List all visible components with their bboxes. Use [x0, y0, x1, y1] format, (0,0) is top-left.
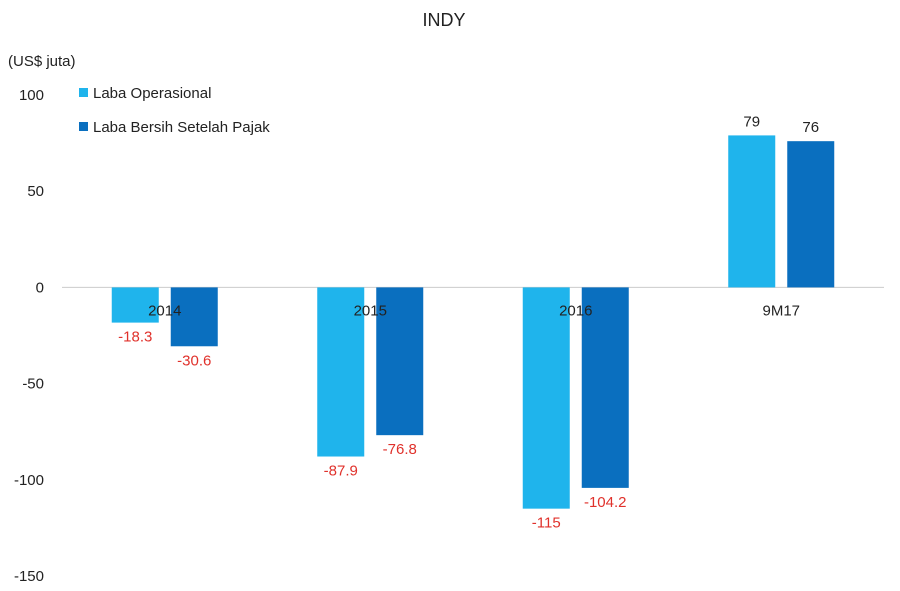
- bar-2015-series-1: [376, 287, 424, 436]
- y-unit-label: (US$ juta): [8, 53, 76, 70]
- bar-2015-series-0: [317, 287, 365, 457]
- bar-2014-series-0: [111, 287, 159, 323]
- legend-swatch-laba-operasional: [79, 88, 88, 97]
- category-labels-group: 2014 2015 2016 9M17: [148, 302, 800, 319]
- data-label: -76.8: [383, 441, 417, 458]
- data-label: -115: [532, 515, 561, 532]
- bar-2016-series-1: [581, 287, 629, 488]
- category-label: 2016: [559, 302, 592, 319]
- chart-title: INDY: [422, 10, 465, 30]
- data-label: 79: [743, 113, 760, 130]
- legend: Laba Operasional Laba Bersih Setelah Paj…: [79, 85, 270, 136]
- bar-9m17-series-1: [787, 141, 835, 288]
- bar-2014-series-1: [170, 287, 218, 347]
- bar-2016-series-0: [522, 287, 570, 509]
- data-label: -30.6: [177, 352, 211, 369]
- y-tick-label: 50: [27, 183, 44, 200]
- legend-label-laba-bersih: Laba Bersih Setelah Pajak: [93, 119, 270, 136]
- bars-group: [111, 135, 835, 509]
- data-label: -104.2: [584, 494, 627, 511]
- category-label: 9M17: [762, 302, 800, 319]
- y-tick-label: 100: [19, 87, 44, 104]
- y-tick-label: -150: [14, 568, 44, 585]
- legend-item-laba-bersih: Laba Bersih Setelah Pajak: [79, 119, 270, 136]
- legend-swatch-laba-bersih: [79, 122, 88, 131]
- data-label: 76: [802, 119, 819, 136]
- y-axis-ticks: 100 50 0 -50 -100 -150: [14, 87, 44, 585]
- y-tick-label: -50: [22, 376, 44, 393]
- data-label: -87.9: [324, 463, 358, 480]
- category-label: 2014: [148, 302, 181, 319]
- category-label: 2015: [354, 302, 387, 319]
- y-tick-label: 0: [36, 279, 44, 296]
- legend-item-laba-operasional: Laba Operasional: [79, 85, 211, 102]
- data-label: -18.3: [118, 329, 152, 346]
- y-tick-label: -100: [14, 472, 44, 489]
- legend-label-laba-operasional: Laba Operasional: [93, 85, 211, 102]
- data-labels-group: -18.3 -30.6 -87.9 -76.8 -115 -104.2 79 76: [118, 113, 819, 531]
- bar-9m17-series-0: [728, 135, 776, 288]
